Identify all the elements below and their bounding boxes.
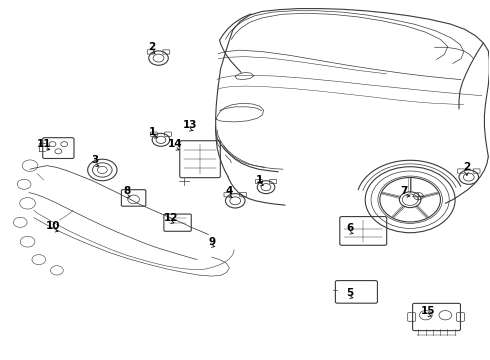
Text: 5: 5 [346,288,354,298]
Text: 9: 9 [208,237,215,247]
Text: 11: 11 [36,139,51,149]
Text: 10: 10 [46,221,61,231]
Text: 12: 12 [164,213,178,222]
Text: 1: 1 [256,175,263,185]
Text: 3: 3 [91,155,98,165]
Text: 13: 13 [183,121,197,130]
Text: 8: 8 [123,186,130,197]
Text: 15: 15 [421,306,436,316]
Text: 14: 14 [168,139,183,149]
Text: 1: 1 [148,127,156,136]
Text: 6: 6 [346,224,354,233]
Text: 4: 4 [226,186,233,197]
Text: 2: 2 [463,162,470,172]
Text: 7: 7 [400,186,408,197]
Text: 2: 2 [148,42,156,52]
